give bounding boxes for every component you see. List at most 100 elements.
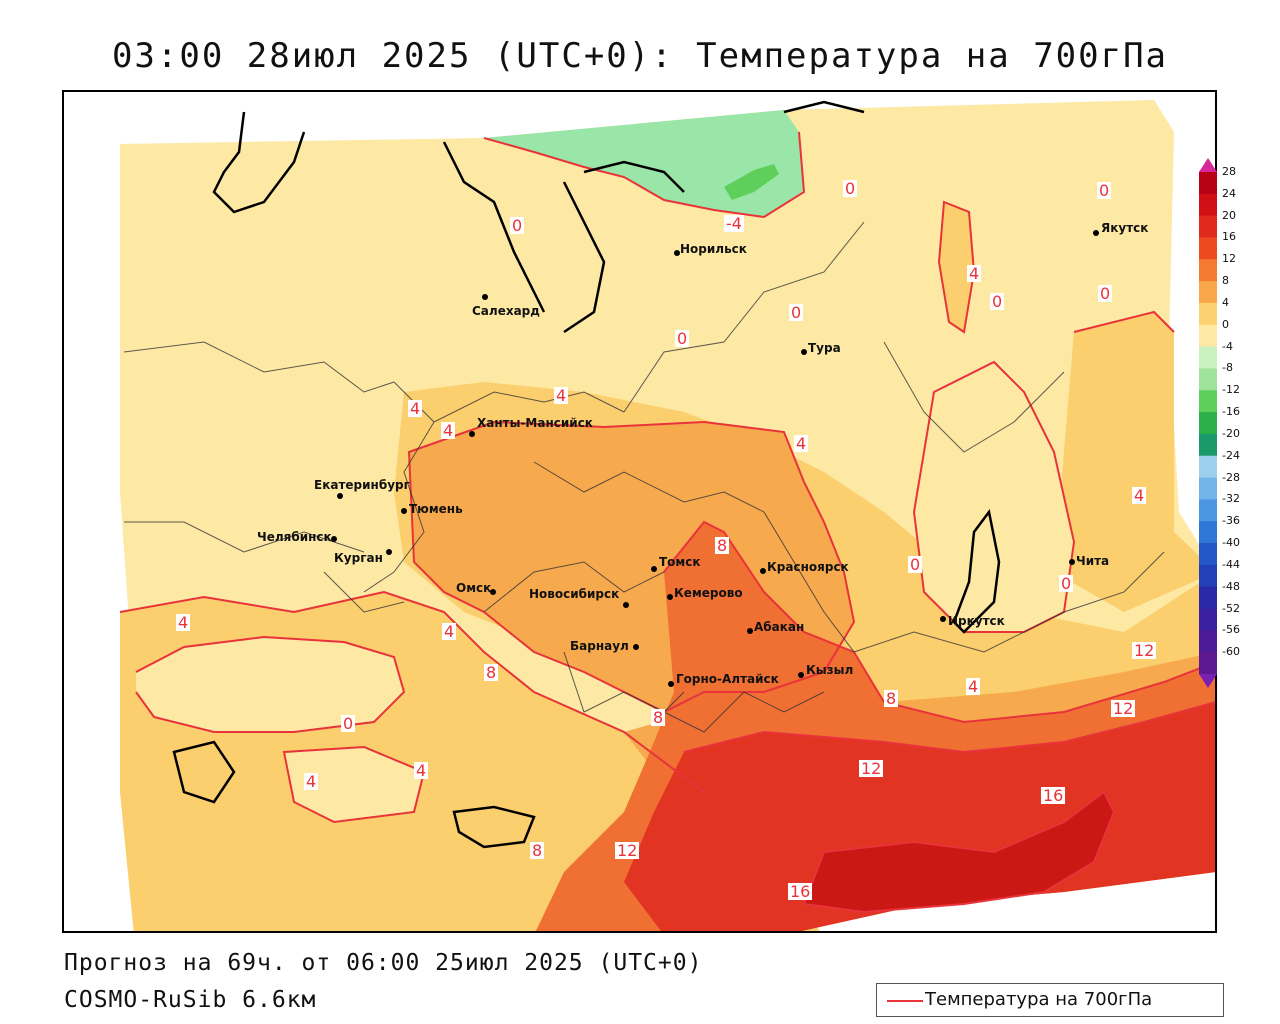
- city-krasnoyarsk: Красноярск: [767, 560, 849, 574]
- zone-4-8-east: [1054, 312, 1215, 612]
- zone-0-4-kazakh: [136, 637, 404, 732]
- contour-label: 0: [1098, 284, 1113, 303]
- city-dot: [667, 594, 673, 600]
- scale-arrow-up: [1199, 158, 1217, 172]
- contour-label: 0: [990, 292, 1005, 311]
- city-irkutsk: Иркутск: [948, 614, 1005, 628]
- contour-label: 0: [1059, 574, 1074, 593]
- city-chita: Чита: [1076, 554, 1110, 568]
- scale-tick-label: 4: [1222, 295, 1229, 309]
- contour-label: 0: [510, 216, 525, 235]
- city-dot: [469, 431, 475, 437]
- city-kurgan: Курган: [334, 551, 383, 565]
- scale-swatch: [1199, 543, 1217, 566]
- city-dot: [760, 568, 766, 574]
- contour-label: 12: [1132, 641, 1157, 660]
- city-omsk: Омск: [456, 581, 492, 595]
- contour-label: 8: [884, 689, 899, 708]
- contour-label: 0: [843, 179, 858, 198]
- contour-label: 0: [789, 303, 804, 322]
- scale-tick-label: -44: [1222, 557, 1240, 571]
- scale-tick-label: -16: [1222, 405, 1240, 419]
- scale-swatch: [1199, 477, 1217, 500]
- city-dot: [337, 493, 343, 499]
- color-scale: [1199, 158, 1217, 688]
- map-title: 03:00 28июл 2025 (UTC+0): Температура на…: [111, 36, 1169, 76]
- city-kemerovo: Кемерово: [674, 586, 743, 600]
- city-tomsk: Томск: [659, 555, 701, 569]
- scale-tick-label: -60: [1222, 645, 1240, 659]
- cold-zone: [484, 110, 804, 217]
- city-dot: [1093, 230, 1099, 236]
- contour-label: -4: [724, 214, 744, 233]
- city-tura: Тура: [808, 341, 841, 355]
- contour-label: 4: [304, 772, 319, 791]
- scale-tick-label: 12: [1222, 252, 1236, 266]
- region-borders: [123, 221, 1165, 733]
- scale-swatch: [1199, 608, 1217, 631]
- city-chelyabinsk: Челябинск: [257, 530, 332, 544]
- scale-tick-label: -40: [1222, 536, 1240, 550]
- city-yakutsk: Якутск: [1101, 221, 1149, 235]
- scale-swatch: [1199, 215, 1217, 238]
- scale-swatch: [1199, 586, 1217, 610]
- scale-swatch: [1199, 193, 1217, 217]
- scale-swatch: [1199, 346, 1217, 369]
- city-abakan: Абакан: [754, 620, 805, 634]
- city-dot: [798, 672, 804, 678]
- scale-swatch: [1199, 652, 1217, 675]
- cold-zone-core: [724, 164, 779, 200]
- contour-label: 16: [788, 882, 813, 901]
- scale-swatch: [1199, 368, 1217, 391]
- city-dot: [651, 566, 657, 572]
- scale-swatch: [1199, 499, 1217, 522]
- weather-map: Норильск Якутск Салехард Тура Ханты-Манс…: [62, 90, 1217, 933]
- contour-label: 12: [859, 759, 884, 778]
- scale-tick-label: -20: [1222, 426, 1240, 440]
- model-info: COSMO-RuSib 6.6км: [64, 987, 317, 1013]
- contour-label: 4: [408, 399, 423, 418]
- contour-label: 0: [675, 329, 690, 348]
- scale-tick-label: -52: [1222, 601, 1240, 615]
- scale-swatch: [1199, 281, 1217, 304]
- city-norilsk: Норильск: [680, 242, 747, 256]
- scale-swatch: [1199, 455, 1217, 479]
- contour-label: 0: [908, 555, 923, 574]
- city-kyzyl: Кызыл: [806, 663, 854, 677]
- scale-swatch: [1199, 521, 1217, 544]
- contour-label: 4: [442, 622, 457, 641]
- contour-label: 4: [554, 386, 569, 405]
- city-dot: [633, 644, 639, 650]
- zone-0-4-east: [914, 362, 1074, 632]
- color-scale-bar: [1199, 158, 1217, 688]
- city-dot: [482, 294, 488, 300]
- contour-label: 4: [176, 613, 191, 632]
- contour-label: 12: [1111, 699, 1136, 718]
- zone-4-8-north: [939, 202, 974, 332]
- zone-0-4-south: [284, 747, 424, 822]
- scale-tick-label: 28: [1222, 165, 1236, 178]
- scale-arrow-down: [1199, 674, 1217, 688]
- scale-tick-label: -48: [1222, 579, 1240, 593]
- city-khanty-mansiysk: Ханты-Мансийск: [477, 416, 593, 430]
- city-dot: [490, 589, 496, 595]
- scale-tick-label: -56: [1222, 623, 1240, 637]
- contour-label: 4: [1132, 486, 1147, 505]
- city-dot: [801, 349, 807, 355]
- scale-tick-label: 8: [1222, 274, 1229, 288]
- contour-label: 8: [530, 841, 545, 860]
- contour-label: 12: [615, 841, 640, 860]
- city-tyumen: Тюмень: [409, 502, 463, 516]
- scale-swatch: [1199, 390, 1217, 413]
- scale-tick-label: -12: [1222, 383, 1240, 397]
- scale-tick-label: 16: [1222, 230, 1236, 244]
- zone-20-24: [804, 792, 1114, 912]
- city-dot: [331, 536, 337, 542]
- scale-tick-label: 20: [1222, 208, 1236, 222]
- city-dot: [940, 616, 946, 622]
- contour-label: 4: [414, 761, 429, 780]
- scale-tick-label: -28: [1222, 470, 1240, 484]
- contour-label: 0: [1097, 181, 1112, 200]
- map-legend: Температура на 700гПа: [876, 983, 1224, 1017]
- scale-tick-label: -36: [1222, 514, 1240, 528]
